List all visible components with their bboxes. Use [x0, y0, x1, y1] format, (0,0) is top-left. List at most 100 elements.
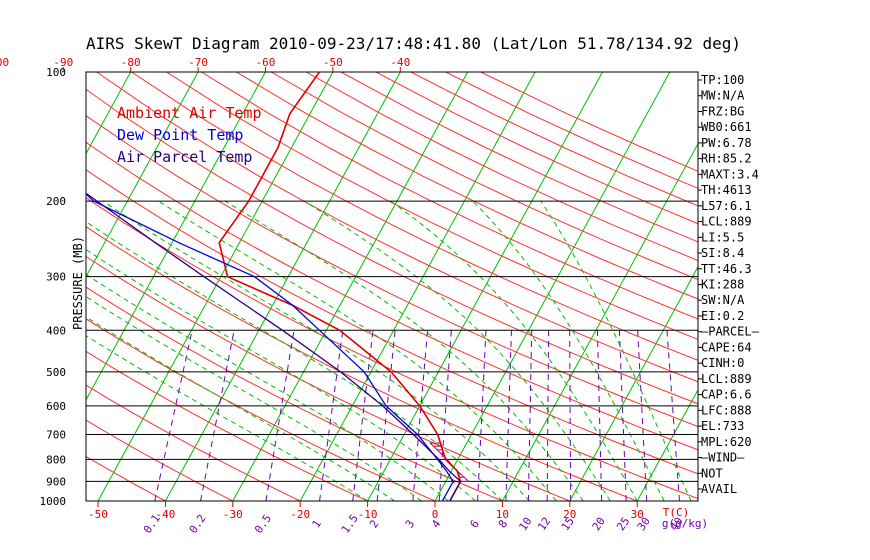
ambient-air-temp-line: [218, 72, 462, 501]
stats-item: EI:0.2: [701, 309, 744, 323]
dry-adiabat-line: [131, 72, 698, 361]
mixing-ratio-label: 0.2: [187, 512, 209, 536]
mixing-ratio-label: 20: [590, 515, 608, 533]
mixing-ratio-line: [154, 330, 193, 501]
top-tick-label: -40: [390, 56, 410, 69]
moist-adiabat-line: [102, 200, 530, 501]
mixing-ratio-line: [352, 330, 374, 501]
mixing-ratio-line: [265, 330, 295, 501]
dry-adiabat-line: [86, 197, 698, 500]
dry-adiabat-line: [236, 72, 698, 300]
mixing-ratio-line: [637, 330, 648, 501]
stats-item: —PARCEL—: [701, 325, 760, 339]
mixing-ratio-label: 40: [668, 515, 686, 533]
mixing-ratio-lines: [154, 330, 680, 501]
bottom-tick-label: 10: [496, 508, 509, 521]
moist-adiabat-line: [86, 273, 449, 501]
top-tick-label: -80: [121, 56, 141, 69]
mixing-ratio-label: 12: [535, 515, 553, 533]
stats-item: —WIND—: [701, 451, 745, 465]
stats-item: TH:4613: [701, 183, 752, 197]
stats-item: LI:5.5: [701, 230, 744, 244]
legend-entry-ambient-air-temp: Ambient Air Temp: [117, 104, 262, 122]
stats-item: LCL:889: [701, 372, 752, 386]
top-tick-label: -100: [0, 56, 9, 69]
top-tick-label: -70: [188, 56, 208, 69]
bottom-tick-label: -40: [155, 508, 175, 521]
dry-adiabat-line: [86, 286, 503, 501]
isotherm-line: [299, 72, 536, 501]
isotherm-line: [636, 388, 698, 501]
moist-adiabat-line: [86, 335, 368, 501]
isotherm-line: [232, 72, 469, 501]
stats-item: RH:85.2: [701, 152, 752, 166]
moist-adiabat-line: [224, 200, 584, 501]
stats-item: SI:8.4: [701, 246, 744, 260]
mixing-ratio-label: 15: [559, 515, 577, 533]
legend-entry-air-parcel-temp: Air Parcel Temp: [117, 148, 252, 166]
pressure-label: 400: [46, 324, 66, 337]
stats-item: MPL:620: [701, 435, 752, 449]
chart-title: AIRS SkewT Diagram 2010-09-23/17:48:41.8…: [86, 34, 742, 53]
mixing-ratio-label: 25: [614, 515, 632, 533]
bottom-tick-label: 30: [631, 508, 644, 521]
mixing-ratio-line: [546, 330, 550, 501]
mixing-ratio-label: 0.5: [252, 512, 274, 536]
legend: Ambient Air Temp Dew Point Temp Air Parcel…: [117, 104, 262, 166]
top-tick-label: -90: [53, 56, 73, 69]
moist-adiabat-line: [158, 200, 557, 501]
dry-adiabat-line: [445, 72, 698, 189]
stats-item: NOT: [701, 466, 723, 480]
dry-adiabat-line: [166, 72, 698, 340]
stats-item: AVAIL: [701, 482, 737, 496]
moist-adiabat-line: [86, 221, 503, 501]
pressure-label: 600: [46, 400, 66, 413]
isotherm-line: [86, 72, 266, 401]
top-tick-label: -50: [323, 56, 343, 69]
dry-adiabat-line: [86, 419, 234, 501]
isotherm-line: [772, 72, 870, 501]
dew-point-temp-line: [86, 193, 454, 501]
mixing-ratio-line: [569, 330, 572, 501]
dry-adiabat-line: [375, 72, 698, 225]
isotherm-line: [367, 72, 603, 501]
dry-adiabat-line: [86, 384, 301, 501]
bottom-tick-label: -10: [358, 508, 378, 521]
stats-item: WB0:661: [701, 120, 752, 134]
stats-item: TT:46.3: [701, 262, 752, 276]
pressure-label: 200: [46, 195, 66, 208]
dry-adiabat-lines: [86, 72, 698, 501]
stats-item: CINH:0: [701, 356, 744, 370]
stats-item: L57:6.1: [701, 199, 752, 213]
moist-adiabat-line: [472, 200, 665, 501]
stats-item: KI:288: [701, 277, 744, 291]
y-axis-label: PRESSURE (MB): [71, 236, 85, 330]
stats-item: MAXT:3.4: [701, 167, 759, 181]
dry-adiabat-line: [86, 88, 698, 405]
bottom-tick-label: 20: [563, 508, 576, 521]
pressure-label: 700: [46, 429, 66, 442]
dry-adiabat-line: [305, 72, 698, 262]
isotherm-line: [86, 72, 132, 155]
stats-item: PW:6.78: [701, 136, 752, 150]
isotherm-line: [434, 72, 671, 501]
dry-adiabat-line: [86, 350, 368, 501]
bottom-tick-label: -30: [223, 508, 243, 521]
pressure-label: 100: [46, 66, 66, 79]
isotherm-line: [86, 72, 199, 278]
air-parcel-temp-line: [86, 192, 462, 501]
bottom-tick-label: -20: [290, 508, 310, 521]
pressure-label: 1000: [40, 495, 67, 508]
stats-item: TP:100: [701, 73, 744, 87]
isotherm-lines: [86, 72, 870, 501]
stats-item: SW:N/A: [701, 293, 745, 307]
top-tick-label: -60: [256, 56, 276, 69]
mixing-ratio-line: [200, 330, 235, 501]
pressure-label: 500: [46, 366, 66, 379]
mixing-ratio-label: 1: [309, 518, 323, 531]
stats-panel: TP:100MW:N/AFRZ:BGWB0:661PW:6.78RH:85.2M…: [698, 73, 760, 496]
isotherm-line: [569, 265, 698, 501]
bottom-tick-label: -50: [88, 508, 108, 521]
dry-adiabat-line: [270, 72, 698, 281]
